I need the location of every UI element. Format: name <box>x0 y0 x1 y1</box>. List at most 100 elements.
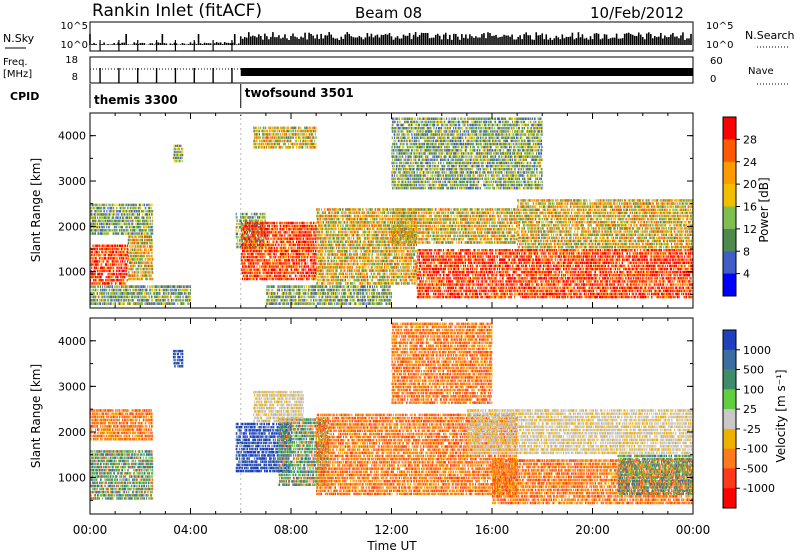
heatmap-cell <box>99 260 100 263</box>
figure-canvas: Rankin Inlet (fitACF) Beam 08 10/Feb/201… <box>0 0 800 554</box>
heatmap-cell <box>116 267 117 270</box>
heatmap-cell <box>108 260 109 263</box>
heatmap-cell <box>136 235 137 238</box>
heatmap-cell <box>118 270 119 273</box>
heatmap-cell <box>132 252 133 255</box>
heatmap-cell <box>116 276 117 279</box>
heatmap-cell <box>151 235 152 238</box>
heatmap-cell <box>96 220 97 223</box>
heatmap-cell <box>98 245 99 248</box>
power-heatmap <box>90 118 693 306</box>
heatmap-cell <box>98 270 99 273</box>
nsky-bars <box>90 32 691 51</box>
heatmap-cell <box>130 265 131 268</box>
heatmap-cell <box>128 248 129 251</box>
heatmap-cell <box>135 248 136 251</box>
heatmap-cell <box>148 271 149 274</box>
heatmap-cell <box>140 252 141 255</box>
heatmap-cell <box>116 260 117 263</box>
heatmap-cell <box>149 252 150 255</box>
heatmap-cell <box>99 251 100 254</box>
heatmap-cell <box>137 239 138 242</box>
heatmap-cell <box>115 279 116 282</box>
heatmap-cell <box>138 255 139 258</box>
heatmap-cell <box>142 245 143 248</box>
heatmap-cell <box>130 258 131 261</box>
heatmap-cell <box>103 260 104 263</box>
heatmap-cell <box>117 257 118 260</box>
heatmap-cell <box>145 239 146 242</box>
heatmap-cell <box>115 245 116 248</box>
station-title: Rankin Inlet (fitACF) <box>92 1 262 21</box>
heatmap-cell <box>116 248 117 251</box>
heatmap-cell <box>138 242 139 245</box>
heatmap-cell <box>134 271 135 274</box>
heatmap-cell <box>91 254 92 257</box>
heatmap-cell <box>143 261 144 264</box>
heatmap-cell <box>106 251 107 254</box>
heatmap-cell <box>141 274 142 277</box>
heatmap-cell <box>116 251 117 254</box>
power-panel: 4000300020001000 Slant Range [km] 282420… <box>29 113 771 308</box>
heatmap-cell <box>140 245 141 248</box>
heatmap-cell <box>101 270 102 273</box>
heatmap-cell <box>118 273 119 276</box>
heatmap-cell <box>139 265 140 268</box>
heatmap-cell <box>122 282 123 285</box>
heatmap-cell <box>101 260 102 263</box>
heatmap-cell <box>123 263 124 266</box>
heatmap-cell <box>113 251 114 254</box>
heatmap-cell <box>94 207 95 210</box>
heatmap-cell <box>116 263 117 266</box>
heatmap-cell <box>111 273 112 276</box>
heatmap-cell <box>98 282 99 285</box>
heatmap-cell <box>120 267 121 270</box>
heatmap-cell <box>152 239 153 242</box>
heatmap-cell <box>105 276 106 279</box>
nsky-tick-bottom-left: 10^0 <box>61 40 88 51</box>
heatmap-cell <box>111 282 112 285</box>
heatmap-cell <box>135 271 136 274</box>
heatmap-cell <box>121 254 122 257</box>
heatmap-cell <box>106 257 107 260</box>
heatmap-cell <box>103 257 104 260</box>
heatmap-cell <box>115 282 116 285</box>
heatmap-cell <box>152 255 153 258</box>
heatmap-cell <box>106 270 107 273</box>
heatmap-cell <box>132 268 133 271</box>
heatmap-cell <box>128 252 129 255</box>
heatmap-cell <box>122 273 123 276</box>
heatmap-cell <box>100 282 101 285</box>
heatmap-cell <box>123 245 124 248</box>
heatmap-cell <box>108 248 109 251</box>
heatmap-cell <box>143 255 144 258</box>
heatmap-cell <box>114 273 115 276</box>
nave-label: Nave <box>748 66 774 77</box>
heatmap-cell <box>102 282 103 285</box>
heatmap-cell <box>113 270 114 273</box>
heatmap-cell <box>94 282 95 285</box>
heatmap-cell <box>132 235 133 238</box>
heatmap-cell <box>134 239 135 242</box>
heatmap-cell <box>123 260 124 263</box>
heatmap-cell <box>142 265 143 268</box>
heatmap-cell <box>102 248 103 251</box>
heatmap-cell <box>128 242 129 245</box>
heatmap-cell <box>138 271 139 274</box>
heatmap-cell <box>148 261 149 264</box>
heatmap-cell <box>110 273 111 276</box>
heatmap-cell <box>91 267 92 270</box>
heatmap-cell <box>140 268 141 271</box>
heatmap-cell <box>91 282 92 285</box>
heatmap-cell <box>149 255 150 258</box>
heatmap-cell <box>152 248 153 251</box>
freq-band <box>241 68 693 76</box>
heatmap-cell <box>96 207 97 210</box>
heatmap-cell <box>123 279 124 282</box>
heatmap-cell <box>152 258 153 261</box>
heatmap-cell <box>101 263 102 266</box>
nsky-tick-top-right: 10^5 <box>706 21 733 32</box>
heatmap-cell <box>103 279 104 282</box>
heatmap-cell <box>132 261 133 264</box>
heatmap-cell <box>120 270 121 273</box>
